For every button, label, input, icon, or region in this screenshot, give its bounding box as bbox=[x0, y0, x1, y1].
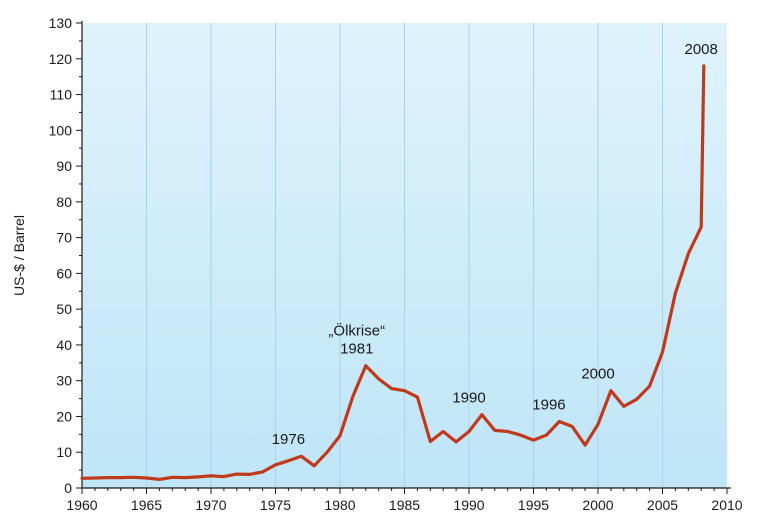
data-point bbox=[687, 252, 690, 255]
data-point bbox=[429, 440, 432, 443]
y-tick-label: 10 bbox=[56, 444, 72, 460]
y-tick-label: 110 bbox=[50, 87, 73, 103]
x-tick-label: 1975 bbox=[260, 497, 291, 513]
x-tick-label: 1970 bbox=[195, 497, 226, 513]
data-point bbox=[702, 65, 705, 67]
data-point bbox=[377, 378, 380, 380]
x-tick-label: 1980 bbox=[324, 497, 355, 513]
data-point bbox=[532, 439, 535, 441]
data-point bbox=[442, 430, 445, 433]
series bbox=[80, 64, 706, 481]
y-tick-label: 130 bbox=[49, 15, 73, 31]
annotation-label: 1976 bbox=[272, 431, 305, 448]
data-point bbox=[494, 429, 496, 432]
data-point bbox=[300, 455, 303, 457]
data-point bbox=[468, 430, 470, 433]
annotation-label: 1990 bbox=[452, 390, 485, 407]
x-tick-label: 2005 bbox=[647, 497, 678, 513]
annotations: 1976 „Ölkrise“1981 1990 1996 2000 2008 bbox=[272, 41, 718, 448]
x-tick-label: 2010 bbox=[711, 497, 742, 513]
data-point bbox=[313, 465, 316, 467]
data-point bbox=[94, 477, 96, 479]
data-point bbox=[635, 398, 638, 401]
data-point bbox=[248, 473, 251, 476]
data-point bbox=[119, 476, 122, 479]
annotation-label: „Ölkrise“ bbox=[328, 322, 385, 340]
data-point bbox=[352, 395, 354, 398]
x-tick-label: 1985 bbox=[389, 497, 420, 513]
x-tick-label: 2000 bbox=[582, 497, 613, 513]
annotation-label: 1981 bbox=[340, 341, 373, 358]
y-tick-label: 80 bbox=[56, 194, 72, 210]
y-tick-label: 40 bbox=[56, 337, 72, 353]
data-point bbox=[184, 476, 186, 479]
data-point bbox=[107, 476, 109, 479]
y-tick-label: 120 bbox=[49, 51, 73, 67]
data-point bbox=[623, 405, 625, 408]
y-tick-label: 90 bbox=[56, 158, 72, 174]
data-point bbox=[81, 477, 83, 480]
data-point bbox=[700, 226, 702, 228]
data-point bbox=[455, 441, 457, 443]
data-point bbox=[171, 476, 174, 479]
x-tick-label: 1965 bbox=[131, 497, 162, 513]
data-point bbox=[158, 478, 161, 481]
data-point bbox=[390, 387, 393, 390]
grid bbox=[146, 23, 663, 488]
annotation-label: 2008 bbox=[685, 41, 718, 58]
data-point bbox=[197, 476, 199, 478]
y-tick-label: 60 bbox=[56, 265, 72, 281]
data-point bbox=[132, 476, 135, 479]
y-axis-label: US-$ / Barrel bbox=[11, 215, 27, 296]
data-point bbox=[145, 477, 148, 479]
data-point bbox=[610, 389, 612, 392]
data-point bbox=[571, 425, 573, 428]
data-point bbox=[584, 444, 586, 446]
data-point bbox=[236, 473, 238, 475]
data-point bbox=[274, 463, 277, 466]
y-tick-label: 100 bbox=[49, 122, 73, 138]
x-tick-label: 1995 bbox=[518, 497, 549, 513]
y-tick-label: 0 bbox=[64, 480, 72, 496]
data-point bbox=[365, 364, 367, 367]
data-point bbox=[481, 413, 483, 416]
data-point bbox=[674, 292, 677, 294]
x-tick-label: 1990 bbox=[453, 497, 484, 513]
y-tick-label: 50 bbox=[56, 301, 72, 317]
data-point bbox=[223, 475, 225, 478]
data-point bbox=[403, 389, 406, 392]
data-point bbox=[519, 434, 522, 436]
y-tick-label: 70 bbox=[56, 230, 72, 246]
annotation-label: 1996 bbox=[532, 396, 565, 413]
data-point bbox=[326, 451, 328, 454]
y-tick-label: 20 bbox=[56, 408, 72, 424]
annotation-label: 2000 bbox=[581, 366, 614, 383]
series-line bbox=[80, 64, 706, 481]
data-point bbox=[558, 420, 561, 423]
x-tick-label: 1960 bbox=[66, 497, 97, 513]
data-point bbox=[261, 471, 264, 473]
y-tick-label: 30 bbox=[56, 373, 72, 389]
data-point bbox=[339, 434, 341, 437]
data-point bbox=[648, 385, 651, 387]
data-point bbox=[597, 423, 599, 426]
data-point bbox=[661, 351, 664, 353]
data-point bbox=[210, 475, 212, 477]
data-point bbox=[287, 460, 290, 462]
data-point bbox=[416, 396, 419, 398]
data-point bbox=[545, 434, 548, 436]
data-point bbox=[506, 430, 509, 433]
axes: 0 10 20 30 40 50 60 70 80 90 100 110 120 130 1960 1965 1… bbox=[49, 15, 743, 513]
